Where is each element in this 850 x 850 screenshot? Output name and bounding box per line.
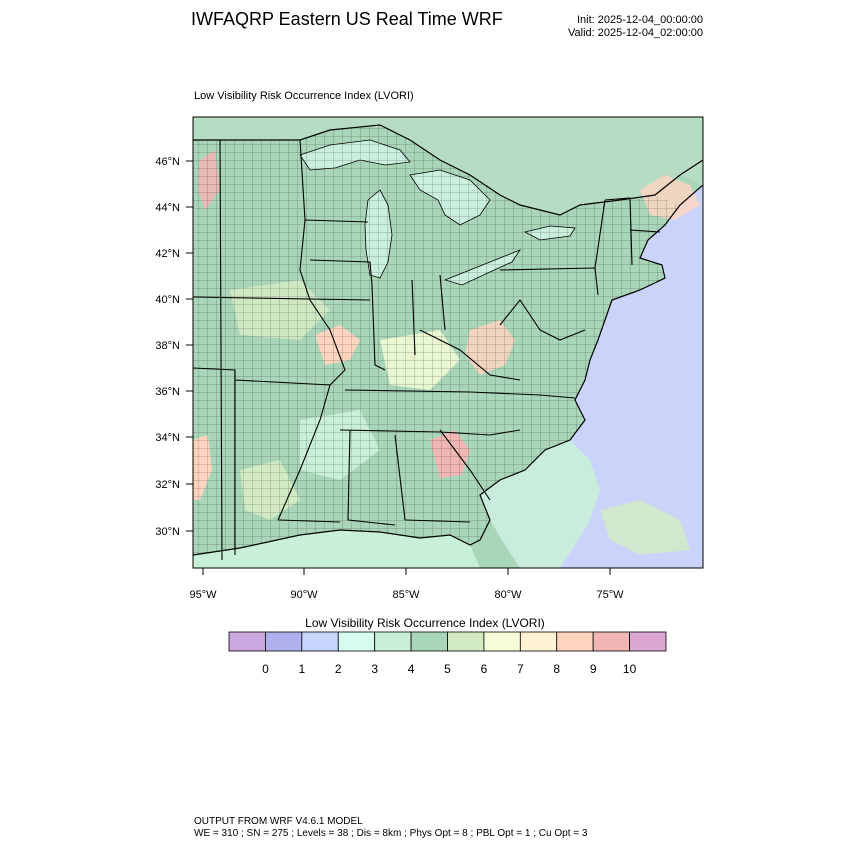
colorbar-swatch [228,631,266,652]
colorbar-swatch [265,631,303,652]
colorbar-tick-label: 0 [262,662,269,676]
footer-model: OUTPUT FROM WRF V4.6.1 MODEL [194,816,363,827]
lat-label: 46°N [155,156,180,168]
lat-label: 40°N [155,294,180,306]
lat-label: 30°N [155,526,180,538]
map-title: Low Visibility Risk Occurrence Index (LV… [194,90,414,102]
colorbar-tick-label: 1 [298,662,305,676]
colorbar-tick-label: 7 [517,662,524,676]
colorbar-tick-label: 4 [408,662,415,676]
colorbar-swatch [556,631,594,652]
valid-time: Valid: 2025-12-04_02:00:00 [568,27,703,39]
lat-label: 36°N [155,386,180,398]
lat-label: 42°N [155,248,180,260]
figure-title: IWFAQRP Eastern US Real Time WRF [191,9,503,29]
lon-label: 90°W [290,589,318,601]
colorbar-swatch [410,631,448,652]
lon-label: 75°W [596,589,624,601]
colorbar-tick-label: 8 [553,662,560,676]
colorbar-tick-label: 9 [590,662,597,676]
colorbar-tick-label: 2 [335,662,342,676]
lat-label: 32°N [155,479,180,491]
colorbar-tick-label: 3 [371,662,378,676]
map-frame [192,116,704,569]
coastline [193,184,703,556]
colorbar-swatch [301,631,339,652]
lat-axis: 46°N 44°N 42°N 40°N 38°N 36°N 34°N 32°N … [155,156,193,538]
colorbar-swatch [629,631,667,652]
lon-axis: 95°W 90°W 85°W 80°W 75°W [189,568,624,601]
map-area [193,117,703,568]
patch-ocean-east [600,500,690,555]
lat-label: 38°N [155,340,180,352]
colorbar-swatch [592,631,630,652]
gulf-of-mexico [193,530,480,568]
colorbar-tick-label: 6 [481,662,488,676]
init-time: Init: 2025-12-04_00:00:00 [577,14,703,26]
country-border [193,124,703,216]
lon-label: 80°W [494,589,522,601]
canada-region [193,117,703,215]
colorbar-tick-label: 10 [623,662,637,676]
colorbar-swatch [337,631,376,652]
county-lines [193,125,680,555]
footer-settings: WE = 310 ; SN = 275 ; Levels = 38 ; Dis … [194,828,588,839]
lon-label: 95°W [189,589,217,601]
lat-label: 34°N [155,432,180,444]
colorbar-tick-label: 5 [444,662,451,676]
colorbar-swatch [519,631,558,652]
lon-label: 85°W [392,589,420,601]
colorbar-title: Low Visibility Risk Occurrence Index (LV… [305,616,545,630]
lat-label: 44°N [155,202,180,214]
colorbar-swatch [483,631,521,652]
colorbar-swatch [374,631,412,652]
colorbar-swatch [447,631,485,652]
colorbar: 0 1 2 3 4 5 6 7 8 9 10 [228,631,667,676]
coastal-shelf [480,440,600,568]
state-borders [193,139,661,561]
